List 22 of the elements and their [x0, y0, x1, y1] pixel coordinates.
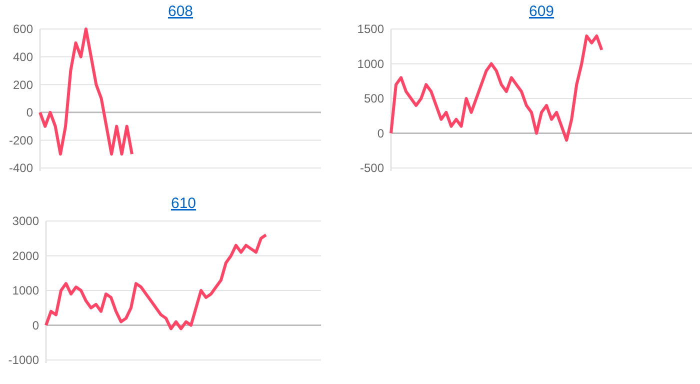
chart-title: 608: [168, 3, 194, 20]
y-tick-label: 200: [12, 78, 34, 92]
y-tick-label: 0: [32, 318, 40, 332]
y-tick-label: -200: [8, 133, 34, 148]
y-tick-label: 3000: [12, 214, 40, 228]
y-tick-label: -500: [360, 161, 384, 176]
y-tick-label: 1000: [357, 56, 384, 71]
y-tick-label: 2000: [12, 248, 40, 263]
y-tick-label: 500: [364, 92, 384, 106]
y-tick-label: -1000: [8, 353, 40, 368]
chart-title: 609: [528, 3, 554, 20]
line-series: [44, 233, 268, 330]
y-tick-label: 1000: [12, 284, 40, 298]
y-tick-label: 1500: [357, 22, 384, 36]
y-tick-label: 400: [12, 50, 34, 64]
y-tick-label: 600: [12, 22, 34, 36]
y-tick-label: -400: [8, 161, 34, 176]
y-tick-label: 0: [26, 106, 34, 120]
line-series: [38, 28, 134, 156]
chart-title: 610: [170, 195, 196, 212]
line-series: [390, 34, 604, 142]
y-tick-label: 0: [377, 126, 384, 140]
